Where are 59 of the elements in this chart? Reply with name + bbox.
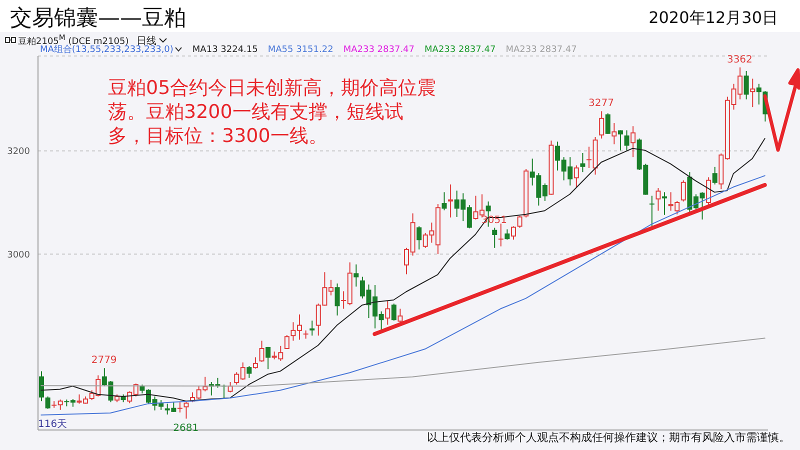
candlestick bbox=[574, 164, 579, 188]
candlestick bbox=[442, 192, 447, 211]
candlestick bbox=[228, 382, 233, 393]
candlestick bbox=[310, 320, 315, 336]
line-series bbox=[40, 175, 766, 416]
candlestick bbox=[266, 346, 271, 370]
candlestick bbox=[744, 70, 749, 100]
candlestick bbox=[599, 110, 604, 140]
candlestick bbox=[630, 126, 636, 158]
candlestick bbox=[176, 402, 183, 413]
annotation: 2681 bbox=[173, 422, 199, 434]
candlestick bbox=[334, 282, 340, 316]
candlestick bbox=[45, 396, 50, 410]
candlestick bbox=[605, 112, 610, 134]
candlestick bbox=[712, 166, 718, 185]
text: MA233 2837.47 bbox=[424, 44, 496, 54]
chart-subtitle: 2020年12月30日 bbox=[648, 8, 778, 29]
candlestick bbox=[498, 223, 504, 247]
candlestick bbox=[416, 226, 422, 250]
text: MA55 3151.22 bbox=[268, 44, 334, 54]
annotation: 3277 bbox=[588, 98, 614, 110]
text: MA13 3224.15 bbox=[192, 44, 258, 54]
annotation: 2779 bbox=[91, 355, 117, 366]
candlestick bbox=[706, 176, 712, 206]
candlestick bbox=[385, 300, 390, 326]
candlestick bbox=[259, 340, 264, 362]
candlestick bbox=[612, 122, 617, 145]
candlestick bbox=[492, 227, 498, 248]
candlestick bbox=[624, 130, 630, 151]
candlestick bbox=[184, 400, 189, 420]
candlestick bbox=[252, 356, 258, 370]
candlestick bbox=[750, 78, 756, 108]
candlestick bbox=[680, 180, 686, 202]
candlestick bbox=[354, 264, 359, 288]
candlestick bbox=[656, 188, 661, 212]
candlestick bbox=[39, 370, 44, 402]
candlestick bbox=[618, 130, 623, 151]
text: 以上仅代表分析师个人观点不构成任何操作建议；期市有风险入市需谨慎。 bbox=[427, 430, 790, 445]
candlestick bbox=[662, 192, 668, 216]
candlestick bbox=[448, 184, 454, 218]
candlestick bbox=[284, 334, 290, 350]
candlestick bbox=[504, 228, 510, 240]
candlestick bbox=[510, 226, 516, 240]
annotation: 豆粕05合约今日未创新高，期价高位震荡。豆粕3200一线有支撑，短线试多，目标位：3300一线。 bbox=[108, 76, 438, 148]
candlestick bbox=[398, 308, 403, 324]
chart-title: 交易锦囊——豆粕 bbox=[10, 5, 186, 33]
y-tick-label: 3200 bbox=[7, 147, 30, 158]
y-tick-label: 3000 bbox=[7, 250, 30, 260]
candlestick bbox=[246, 366, 252, 378]
candlestick bbox=[517, 215, 522, 228]
text: MA组合(13,55,233,233,233,0) bbox=[40, 44, 174, 56]
candlestick bbox=[648, 195, 655, 228]
candlestick bbox=[580, 152, 586, 173]
candlestick bbox=[391, 303, 396, 322]
text: MA233 2837.47 bbox=[506, 44, 577, 54]
annotation: 116天 bbox=[38, 418, 68, 431]
text: MA233 2837.47 bbox=[343, 44, 415, 54]
annotation: 3362 bbox=[726, 54, 752, 66]
text: 日线 bbox=[136, 34, 157, 46]
